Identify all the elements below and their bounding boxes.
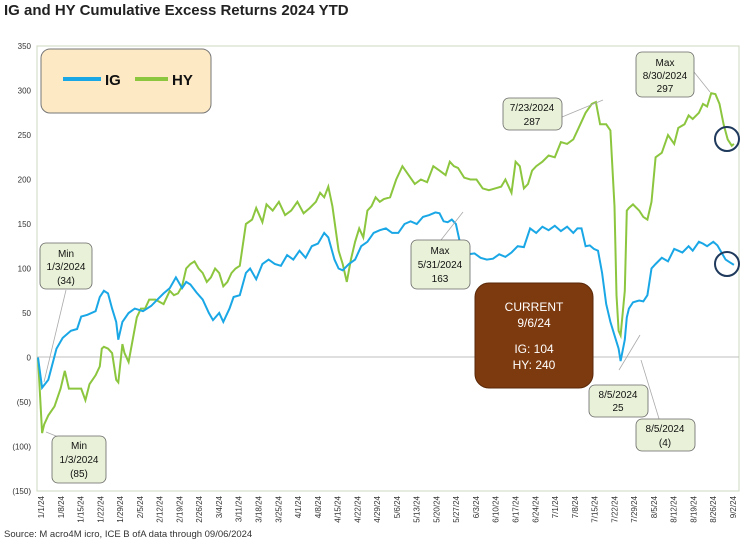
svg-text:287: 287 <box>524 117 541 128</box>
x-tick-label: 8/26/24 <box>709 495 718 522</box>
chart-title: IG and HY Cumulative Excess Returns 2024… <box>4 2 349 19</box>
y-tick-label: 200 <box>18 176 32 185</box>
hy-series-line <box>37 92 735 434</box>
current-ig: IG: 104 <box>514 342 554 356</box>
svg-text:(4): (4) <box>659 438 671 449</box>
x-tick-label: 6/24/24 <box>531 495 540 522</box>
y-tick-label: (100) <box>12 443 31 452</box>
x-tick-label: 8/19/24 <box>689 495 698 522</box>
x-tick-label: 4/15/24 <box>334 495 343 522</box>
svg-text:1/3/2024: 1/3/2024 <box>47 262 86 273</box>
x-tick-label: 6/3/24 <box>472 495 481 518</box>
x-tick-label: 4/22/24 <box>353 495 362 522</box>
y-tick-label: 100 <box>18 265 32 274</box>
y-tick-label: 300 <box>18 87 32 96</box>
x-tick-label: 4/29/24 <box>373 495 382 522</box>
current-box: CURRENT 9/6/24 IG: 104 HY: 240 <box>474 282 594 389</box>
x-tick-label: 4/1/24 <box>294 495 303 518</box>
x-tick-label: 7/8/24 <box>571 495 580 518</box>
annotation-hy-min: Min 1/3/2024 (85) <box>51 435 107 484</box>
x-tick-label: 2/19/24 <box>175 495 184 522</box>
svg-text:8/5/2024: 8/5/2024 <box>646 424 685 435</box>
current-title: CURRENT <box>505 300 564 314</box>
svg-text:8/5/2024: 8/5/2024 <box>599 390 638 401</box>
current-date: 9/6/24 <box>517 316 551 330</box>
legend-ig-label: IG <box>105 72 121 89</box>
y-tick-label: 150 <box>18 220 32 229</box>
svg-text:5/31/2024: 5/31/2024 <box>418 260 463 271</box>
y-tick-label: (150) <box>12 487 31 496</box>
x-tick-label: 7/1/24 <box>551 495 560 518</box>
y-tick-label: 0 <box>27 354 32 363</box>
annotation-ig-min: Min 1/3/2024 (34) <box>39 242 93 290</box>
annotation-hy-max: Max 8/30/2024 297 <box>635 51 695 98</box>
current-hy: HY: 240 <box>513 358 556 372</box>
y-tick-label: 50 <box>22 309 31 318</box>
legend: IG HY <box>40 48 212 114</box>
x-tick-label: 1/22/24 <box>96 495 105 522</box>
x-tick-label: 5/13/24 <box>413 495 422 522</box>
x-tick-label: 3/25/24 <box>274 495 283 522</box>
y-tick-label: 250 <box>18 131 32 140</box>
svg-text:Max: Max <box>656 58 675 69</box>
svg-text:Max: Max <box>431 246 450 257</box>
ig-current-circle <box>714 251 740 277</box>
x-tick-label: 2/26/24 <box>195 495 204 522</box>
svg-text:Min: Min <box>58 249 74 260</box>
x-tick-label: 2/12/24 <box>156 495 165 522</box>
x-tick-label: 6/10/24 <box>492 495 501 522</box>
x-tick-label: 7/15/24 <box>591 495 600 522</box>
x-tick-label: 9/2/24 <box>729 495 738 518</box>
x-tick-label: 7/22/24 <box>610 495 619 522</box>
x-tick-label: 7/29/24 <box>630 495 639 522</box>
annotation-hy-jul: 7/23/2024 287 <box>502 97 563 131</box>
x-tick-label: 6/17/24 <box>512 495 521 522</box>
x-tick-label: 3/11/24 <box>235 495 244 522</box>
annotation-leaders <box>43 71 711 441</box>
annotation-ig-max: Max 5/31/2024 163 <box>410 239 471 290</box>
hy-current-circle <box>714 126 740 152</box>
y-tick-label: (50) <box>17 398 32 407</box>
svg-text:(34): (34) <box>57 276 75 287</box>
annotation-hy-aug: 8/5/2024 25 <box>588 384 649 418</box>
x-tick-label: 3/4/24 <box>215 495 224 518</box>
x-tick-label: 5/20/24 <box>432 495 441 522</box>
x-tick-label: 2/5/24 <box>136 495 145 518</box>
legend-box <box>40 48 212 114</box>
svg-text:(85): (85) <box>70 469 88 480</box>
svg-text:163: 163 <box>432 274 449 285</box>
x-tick-label: 8/12/24 <box>670 495 679 522</box>
x-tick-label: 1/29/24 <box>116 495 125 522</box>
svg-text:7/23/2024: 7/23/2024 <box>510 103 555 114</box>
x-tick-label: 8/5/24 <box>650 495 659 518</box>
x-tick-label: 1/1/24 <box>37 495 46 518</box>
source-footer: Source: M acro4M icro, ICE B ofA data th… <box>4 529 253 540</box>
annotation-ig-aug: 8/5/2024 (4) <box>635 418 696 452</box>
svg-text:25: 25 <box>612 403 624 414</box>
x-tick-label: 3/18/24 <box>254 495 263 522</box>
x-tick-label: 1/8/24 <box>57 495 66 518</box>
x-tick-label: 5/27/24 <box>452 495 461 522</box>
x-tick-label: 1/15/24 <box>77 495 86 522</box>
legend-hy-label: HY <box>172 72 193 89</box>
y-tick-label: 350 <box>18 42 32 51</box>
svg-text:Min: Min <box>71 441 87 452</box>
svg-text:8/30/2024: 8/30/2024 <box>643 71 688 82</box>
x-tick-label: 5/6/24 <box>393 495 402 518</box>
svg-text:297: 297 <box>657 84 674 95</box>
x-tick-label: 4/8/24 <box>314 495 323 518</box>
svg-text:1/3/2024: 1/3/2024 <box>60 455 99 466</box>
ig-series-line <box>37 211 735 391</box>
